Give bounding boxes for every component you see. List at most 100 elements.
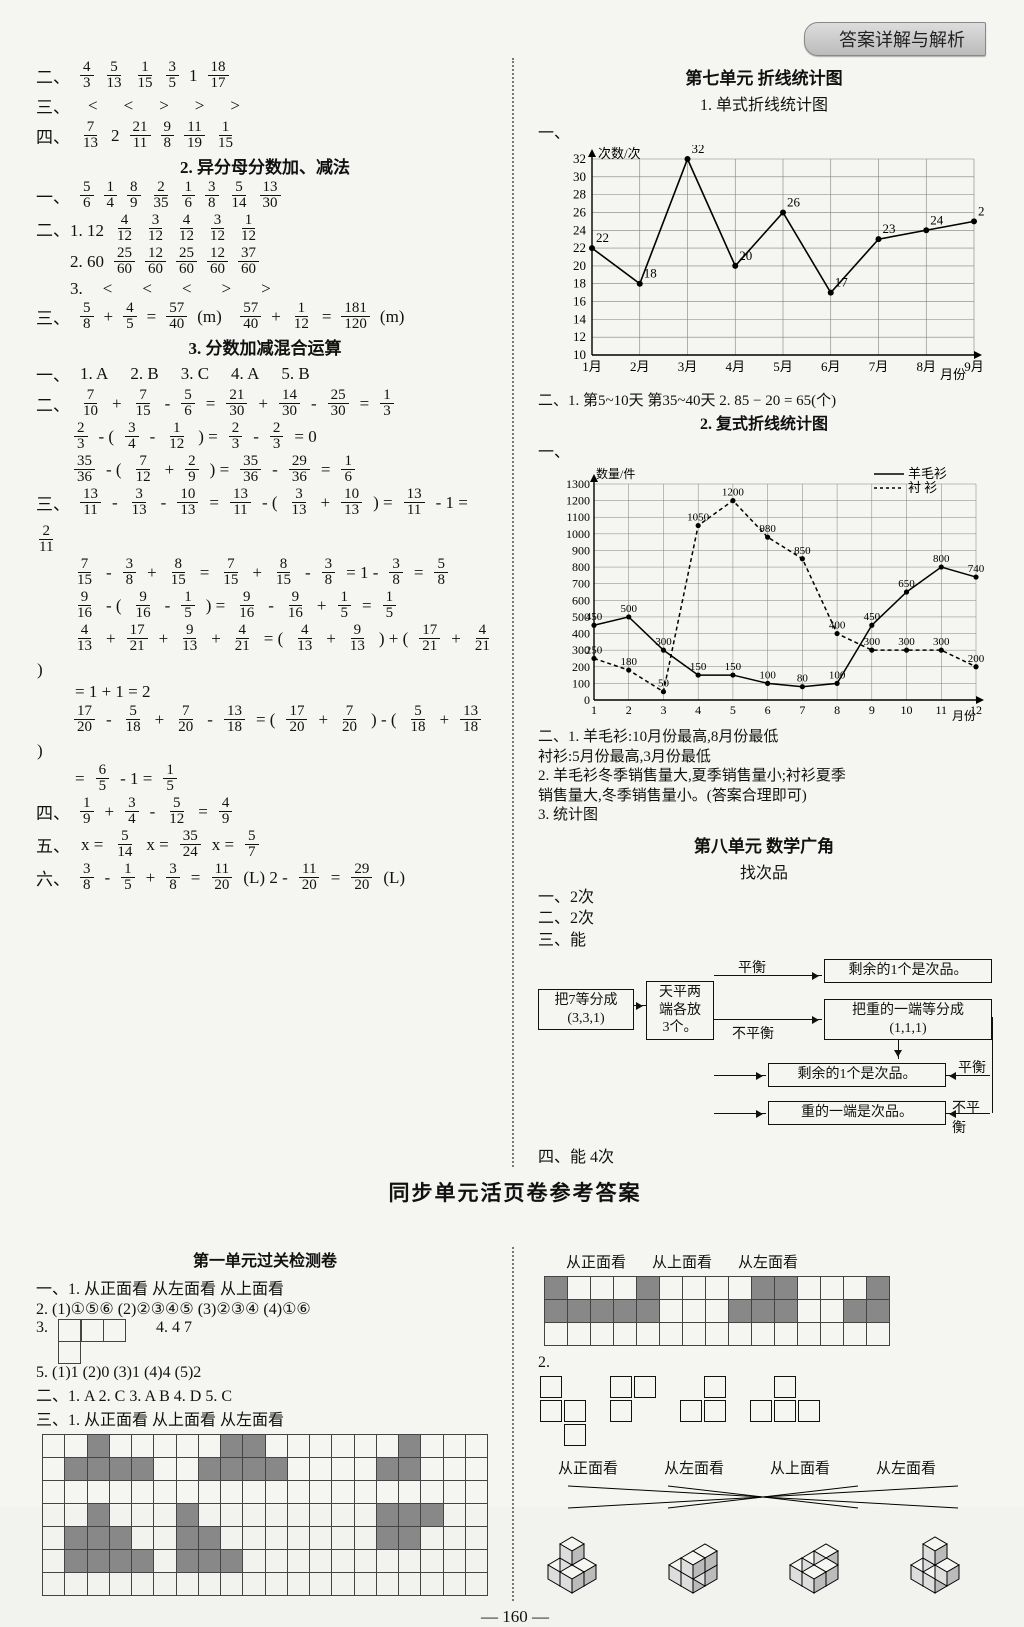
ll-5: 二、1. A 2. C 3. A B 4. D 5. C (36, 1382, 494, 1406)
l-r1-2c: 3. <<<>> (70, 279, 494, 299)
ll-3-shape2 (81, 1319, 126, 1342)
equation: =65- 1 =15 (36, 763, 494, 794)
svg-text:700: 700 (572, 577, 590, 591)
svg-text:1200: 1200 (722, 487, 745, 499)
svg-text:24: 24 (573, 222, 587, 237)
equation: 413+1721+913+421= (413+913) + (1721+421) (36, 623, 494, 680)
svg-text:7月: 7月 (869, 359, 889, 374)
l-h1: 2. 异分母分数加、减法 (36, 153, 494, 178)
svg-text:1100: 1100 (566, 510, 590, 524)
svg-text:200: 200 (572, 660, 590, 674)
ll-6: 三、1. 从正面看 从上面看 从左面看 (36, 1406, 494, 1430)
equation: 二、710+715-56=2130+1430-2530=13 (36, 388, 494, 419)
svg-text:11: 11 (935, 703, 947, 717)
svg-text:月份: 月份 (952, 709, 976, 723)
svg-text:300: 300 (655, 636, 672, 648)
ll-3-shape (58, 1319, 81, 1364)
svg-text:100: 100 (829, 669, 846, 681)
svg-text:32: 32 (692, 145, 705, 156)
svg-text:400: 400 (829, 620, 846, 632)
lr-grid (544, 1276, 890, 1346)
svg-text:800: 800 (572, 560, 590, 574)
l-h2: 3. 分数加减混合运算 (36, 334, 494, 359)
svg-text:28: 28 (573, 187, 586, 202)
l-r6: 六、38-15+38=1120(L) 2 -1120=2920(L) (36, 862, 494, 893)
views-labels-1: 从正面看从上面看从左面看 (566, 1251, 990, 1272)
l-row3: 三、<<>>> (36, 93, 494, 118)
unit8-sub: 找次品 (538, 859, 990, 883)
l-r4: 四、19+34-512=49 (36, 796, 494, 827)
lr-2: 2. (538, 1354, 990, 1372)
column-separator-2 (512, 1247, 514, 1601)
svg-text:12: 12 (573, 329, 586, 344)
svg-text:10: 10 (901, 703, 913, 717)
svg-text:22: 22 (596, 230, 609, 245)
svg-text:18: 18 (644, 266, 657, 281)
equation: 3536- (712+29) =3536-2936=16 (36, 454, 494, 485)
svg-text:600: 600 (572, 593, 590, 607)
svg-text:150: 150 (725, 661, 742, 673)
svg-text:22: 22 (573, 240, 586, 255)
svg-text:14: 14 (573, 311, 587, 326)
svg-text:20: 20 (739, 248, 752, 263)
header-tab: 答案详解与解析 (804, 22, 986, 56)
svg-text:30: 30 (573, 169, 586, 184)
svg-text:1200: 1200 (566, 494, 590, 508)
l-r1-2a: 二、1. 12 412 312 412 312 112 (36, 213, 494, 244)
column-separator (512, 58, 514, 1167)
lower-left: 第一单元过关检测卷 一、1. 从正面看 从左面看 从上面看 2. (1)①⑤⑥ … (36, 1247, 506, 1601)
svg-text:3月: 3月 (678, 359, 698, 374)
svg-text:300: 300 (933, 636, 950, 648)
svg-text:衬 衫: 衬 衫 (908, 480, 937, 495)
l-r1-3: 三、58 + 45 = 5740(m) 5740 + 112 = 181120(… (36, 301, 494, 332)
l-mc: 一、1. A2. B3. C4. A5. B (36, 361, 494, 386)
svg-text:9月: 9月 (964, 359, 984, 374)
svg-text:次数/次: 次数/次 (598, 146, 641, 161)
equation: 916- (916-15) =916-916+15=15 (36, 590, 494, 621)
ll-3l: 3. (36, 1319, 48, 1337)
svg-text:400: 400 (572, 627, 590, 641)
l-row4: 四、713 2 2111 98 1119 115 (36, 120, 494, 151)
l-r5: 五、x =514 x =3524 x =57 (36, 829, 494, 860)
label-yi: 一、 (538, 119, 990, 143)
svg-text:26: 26 (573, 204, 587, 219)
u8-lines: 一、2次二、2次三、能 (538, 887, 990, 952)
svg-text:3: 3 (660, 703, 666, 717)
page-number: — 160 — (36, 1607, 994, 1627)
svg-text:8月: 8月 (916, 359, 936, 374)
svg-text:6月: 6月 (821, 359, 841, 374)
svg-text:450: 450 (864, 611, 881, 623)
svg-text:500: 500 (620, 603, 637, 615)
svg-text:800: 800 (933, 553, 950, 565)
ll-1: 一、1. 从正面看 从左面看 从上面看 (36, 1275, 494, 1299)
chart1: 1012141618202224262830321月2月3月4月5月6月7月8月… (544, 145, 984, 385)
svg-text:650: 650 (898, 578, 915, 590)
svg-text:2: 2 (626, 703, 632, 717)
svg-text:5月: 5月 (773, 359, 793, 374)
label-yi2: 一、 (538, 438, 990, 462)
svg-text:8: 8 (834, 703, 840, 717)
svg-text:900: 900 (572, 543, 590, 557)
right-column: 第七单元 折线统计图 1. 单式折线统计图 一、 101214161820222… (520, 58, 990, 1167)
svg-text:17: 17 (835, 275, 849, 290)
svg-text:4: 4 (695, 703, 701, 717)
svg-text:50: 50 (658, 678, 670, 690)
svg-text:300: 300 (898, 636, 915, 648)
unit7-sub: 1. 单式折线统计图 (538, 91, 990, 115)
cube-drawings (538, 1521, 990, 1601)
svg-text:4月: 4月 (725, 359, 745, 374)
big-title: 同步单元活页卷参考答案 (36, 1177, 994, 1207)
cross-lines (538, 1482, 978, 1512)
svg-text:1: 1 (591, 703, 597, 717)
l-row2: 二、43 513 115 35 1 1817 (36, 60, 494, 91)
svg-text:200: 200 (968, 653, 984, 665)
svg-text:羊毛衫: 羊毛衫 (908, 466, 947, 481)
left-column: 二、43 513 115 35 1 1817 三、<<>>> 四、713 2 2… (36, 58, 506, 1167)
svg-text:980: 980 (759, 523, 776, 535)
equation: 三、1311-313-1013=1311- (313+1013) =1311- … (36, 487, 494, 555)
svg-text:250: 250 (586, 644, 603, 656)
u8b: 四、能 4次 (538, 1143, 990, 1167)
ll-4: 5. (1)1 (2)0 (3)1 (4)4 (5)2 (36, 1364, 494, 1382)
svg-text:450: 450 (586, 611, 603, 623)
l-r1-1: 一、56 14 89 235 16 38 514 1330 (36, 180, 494, 211)
